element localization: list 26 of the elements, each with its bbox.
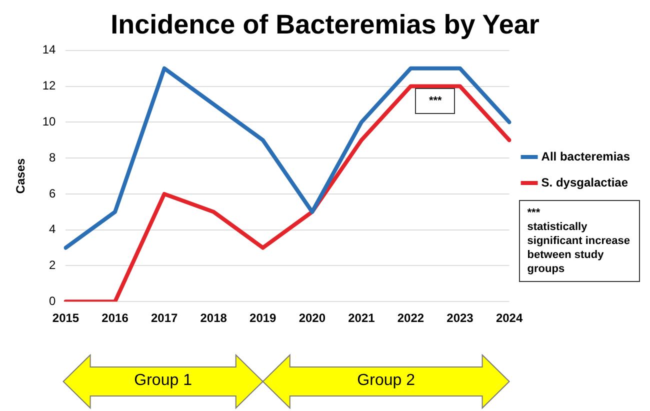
text: Group 1	[133, 372, 193, 390]
legend-label: S. dysgalactiae	[541, 175, 628, 190]
y-tick-label: 6	[49, 186, 56, 200]
text: Group 2	[356, 372, 416, 390]
x-tick-label: 2020	[298, 311, 326, 326]
x-tick-label: 2015	[52, 311, 80, 326]
chart-title: Incidence of Bacteremias by Year	[110, 10, 540, 40]
annotation: ***	[415, 88, 456, 114]
x-tick-label: 2023	[446, 311, 474, 326]
y-tick-label: 2	[49, 258, 56, 272]
y-tick-label: 10	[42, 114, 56, 128]
y-tick-label: 4	[49, 222, 56, 236]
y-tick-label: 0	[49, 294, 56, 308]
x-tick-label: 2022	[397, 311, 424, 326]
x-tick-label: 2018	[200, 311, 228, 326]
y-tick-label: 8	[49, 150, 56, 164]
legend-label: All bacteremias	[541, 149, 630, 164]
x-tick-label: 2019	[250, 311, 277, 326]
text: *** statistically significant increase between study groups	[519, 200, 640, 282]
y-tick-label: 12	[42, 78, 56, 93]
x-tick-label: 2024	[496, 311, 523, 326]
x-tick-label: 2016	[102, 311, 129, 326]
x-tick-label: 2017	[150, 311, 178, 326]
y-axis-title: Cases	[14, 158, 28, 194]
y-tick-label: 14	[42, 42, 56, 57]
x-tick-label: 2021	[348, 311, 376, 326]
